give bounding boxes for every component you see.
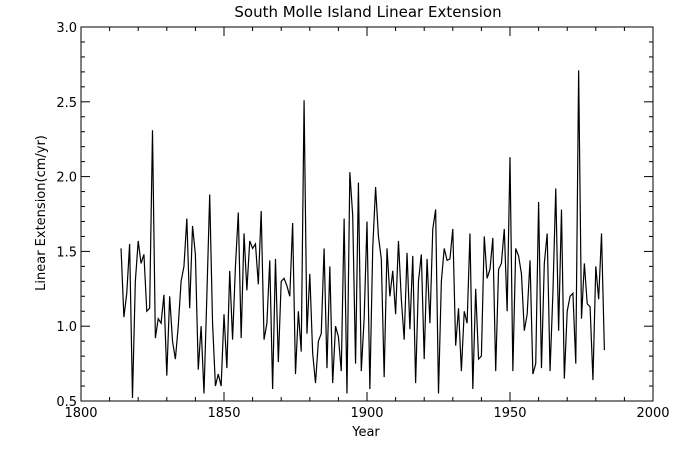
y-tick-label: 3.0: [56, 21, 77, 36]
x-tick-label: 1900: [350, 406, 383, 421]
y-tick-label: 1.0: [56, 320, 77, 335]
x-tick-label: 1950: [493, 406, 526, 421]
y-tick-label: 2.5: [56, 96, 77, 111]
plot-frame: [80, 26, 654, 402]
axis-ticks: [80, 26, 654, 402]
tick-labels: 1800 1850 1900 1950 2000 0.5 1.0 1.5 2.0 2.5 3.0: [56, 21, 669, 421]
x-tick-label: 1800: [64, 406, 97, 421]
y-tick-label: 0.5: [56, 395, 77, 410]
x-tick-label: 1850: [207, 406, 240, 421]
y-tick-label: 2.0: [56, 171, 77, 186]
y-axis-label: Linear Extension(cm/yr): [34, 135, 49, 291]
series-line: [120, 70, 605, 399]
y-tick-label: 1.5: [56, 245, 77, 260]
chart-title: South Molle Island Linear Extension: [234, 3, 501, 21]
x-axis-label: Year: [351, 425, 380, 440]
x-tick-label: 2000: [636, 406, 669, 421]
